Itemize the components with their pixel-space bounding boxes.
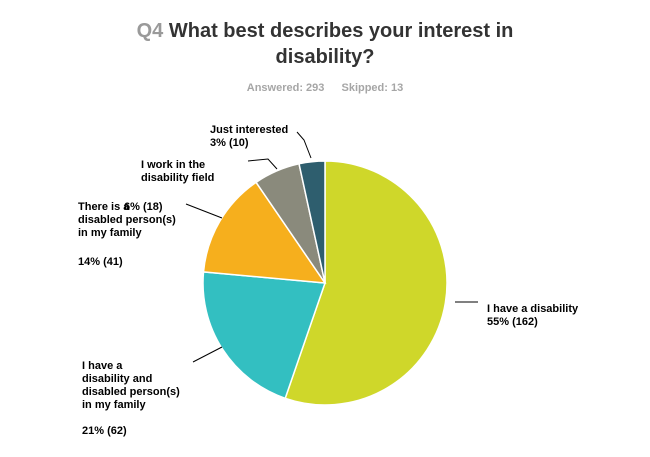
slice-label: I have a disability [487, 303, 579, 315]
slice-value-label: 3% (10) [210, 137, 249, 149]
pie-slice [202, 181, 327, 284]
pie-slice [298, 160, 326, 284]
slice-value-label: 14% (41) [78, 256, 123, 268]
skipped-count: Skipped: 13 [341, 82, 404, 94]
slice-label: I have a disability and disabled person(s)… [82, 360, 180, 411]
slice-value-label: 6% (18) [124, 201, 163, 213]
leader-line [192, 346, 223, 363]
chart-title: Q4 What best describes your interest in … [100, 18, 550, 70]
response-stats: Answered: 293 Skipped: 13 [0, 82, 650, 94]
slice-label: There is a disabled person(s) in my family [78, 201, 176, 239]
slice-label: Just interested [210, 124, 288, 136]
pie-slice [202, 271, 327, 400]
leader-line [247, 158, 278, 170]
question-text: What best describes your interest in dis… [168, 20, 514, 68]
slice-value-label: 21% (62) [82, 425, 127, 437]
question-number: Q4 [136, 20, 164, 42]
slice-label: I work in the disability field [141, 159, 214, 184]
leader-line [296, 131, 312, 159]
answered-count: Answered: 293 [246, 82, 325, 94]
leader-line [185, 203, 223, 219]
slice-value-label: 55% (162) [487, 316, 538, 328]
